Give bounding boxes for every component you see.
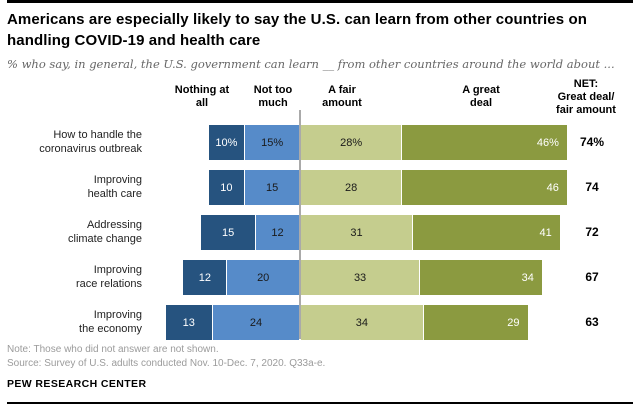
column-header-a-great-deal: A great deal — [462, 84, 500, 109]
right-segment-group: 33 34 — [301, 260, 542, 295]
segment-a-fair-amount: 28% — [301, 125, 402, 160]
segment-a-great-deal: 46% — [402, 125, 567, 160]
segment-nothing-at-all: 15 — [201, 215, 256, 250]
segment-not-too-much: 15 — [245, 170, 299, 205]
segment-a-fair-amount: 31 — [301, 215, 412, 250]
segment-not-too-much: 20 — [227, 260, 299, 295]
segment-not-too-much: 12 — [256, 215, 299, 250]
left-segment-group: 10% 15% — [208, 125, 299, 160]
right-segment-group: 28 46 — [301, 170, 567, 205]
row-label: Improving race relations — [75, 264, 142, 290]
baseline-divider — [299, 110, 301, 339]
row-label: Addressing climate change — [68, 219, 142, 245]
net-value: 67 — [585, 270, 599, 284]
segment-a-great-deal: 46 — [402, 170, 567, 205]
right-segment-group: 28% 46% — [301, 125, 567, 160]
left-segment-group: 10 15 — [208, 170, 299, 205]
segment-a-great-deal: 41 — [412, 215, 560, 250]
column-header-a-fair-amount: A fair amount — [322, 84, 362, 109]
segment-a-fair-amount: 34 — [301, 305, 423, 340]
brand-footer: PEW RESEARCH CENTER — [7, 378, 147, 390]
right-segment-group: 31 41 — [301, 215, 560, 250]
top-rule — [7, 0, 633, 3]
source-line: Source: Survey of U.S. adults conducted … — [7, 358, 326, 369]
row-label: Improving health care — [87, 174, 142, 200]
segment-nothing-at-all: 10 — [208, 170, 245, 205]
column-header-not-too-much: Not too much — [253, 84, 293, 109]
segment-a-great-deal: 29 — [423, 305, 528, 340]
left-segment-group: 15 12 — [201, 215, 299, 250]
column-header-net: NET: Great deal/ fair amount — [556, 78, 616, 116]
row-label: Improving the economy — [79, 309, 142, 335]
right-segment-group: 34 29 — [301, 305, 528, 340]
segment-a-fair-amount: 33 — [301, 260, 420, 295]
chart-subtitle: % who say, in general, the U.S. governme… — [7, 57, 615, 71]
net-value: 74% — [579, 135, 605, 149]
column-header-nothing-at-all: Nothing at all — [174, 84, 230, 109]
net-value: 72 — [585, 225, 599, 239]
bottom-rule — [7, 402, 633, 404]
segment-a-great-deal: 34 — [420, 260, 542, 295]
segment-not-too-much: 15% — [245, 125, 299, 160]
left-segment-group: 12 20 — [183, 260, 299, 295]
segment-nothing-at-all: 10% — [208, 125, 245, 160]
segment-not-too-much: 24 — [213, 305, 299, 340]
net-value: 63 — [585, 315, 599, 329]
segment-nothing-at-all: 12 — [183, 260, 227, 295]
segment-a-fair-amount: 28 — [301, 170, 402, 205]
footnote: Note: Those who did not answer are not s… — [7, 344, 219, 355]
row-label: How to handle the coronavirus outbreak — [39, 129, 142, 155]
segment-nothing-at-all: 13 — [165, 305, 213, 340]
net-value: 74 — [585, 180, 599, 194]
chart-title: Americans are especially likely to say t… — [7, 11, 587, 49]
left-segment-group: 13 24 — [165, 305, 299, 340]
